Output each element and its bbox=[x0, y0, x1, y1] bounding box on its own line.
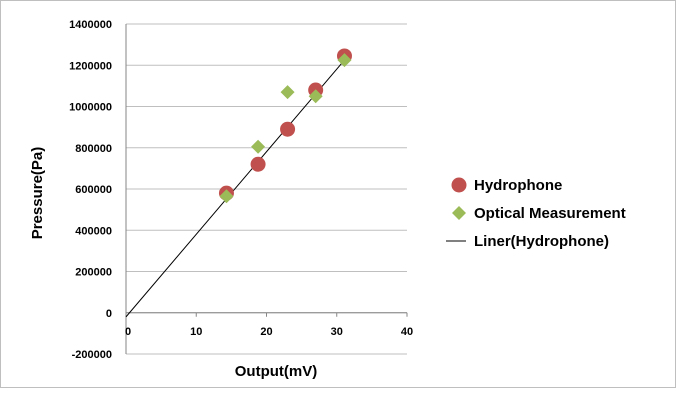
y-axis-title: Pressure(Pa) bbox=[29, 147, 46, 240]
y-tick-label: 1200000 bbox=[69, 60, 112, 72]
y-tick-label: 600000 bbox=[75, 184, 112, 196]
data-points bbox=[218, 48, 352, 204]
hydrophone-point bbox=[250, 156, 266, 172]
legend-label: Hydrophone bbox=[474, 177, 562, 194]
y-tick-labels: -200000 0 200000 400000 600000 800000 1000000 1… bbox=[69, 19, 112, 361]
x-axis-title: Output(mV) bbox=[235, 363, 317, 380]
y-tick-label: 400000 bbox=[75, 225, 112, 237]
y-tick-label: 200000 bbox=[75, 267, 112, 279]
y-tick-label: 1000000 bbox=[69, 102, 112, 114]
trendline bbox=[125, 59, 345, 318]
y-tick-label: 1400000 bbox=[69, 19, 112, 31]
optical-point bbox=[219, 189, 234, 204]
legend-label: Liner(Hydrophone) bbox=[474, 233, 609, 250]
y-tick-label: 0 bbox=[106, 308, 112, 320]
x-tick-label: 20 bbox=[260, 326, 272, 338]
x-tick-labels: 0 10 20 30 40 bbox=[125, 326, 413, 338]
legend-marker bbox=[451, 177, 467, 193]
x-tick-label: 0 bbox=[125, 326, 131, 338]
legend-label: Optical Measurement bbox=[474, 205, 626, 222]
legend-marker bbox=[452, 206, 466, 220]
trendline-group bbox=[125, 59, 345, 318]
y-tick-label: 800000 bbox=[75, 143, 112, 155]
y-tick-label: -200000 bbox=[72, 349, 112, 361]
x-tick-label: 40 bbox=[401, 326, 413, 338]
optical-point bbox=[337, 53, 352, 68]
optical-point bbox=[308, 89, 323, 104]
x-tick-label: 30 bbox=[331, 326, 343, 338]
optical-point bbox=[280, 85, 295, 100]
optical-point bbox=[251, 139, 266, 154]
axes bbox=[125, 24, 408, 354]
legend: Hydrophone Optical Measurement Liner(Hydro… bbox=[446, 177, 626, 250]
x-tick-label: 10 bbox=[190, 326, 202, 338]
hydrophone-point bbox=[280, 121, 296, 137]
